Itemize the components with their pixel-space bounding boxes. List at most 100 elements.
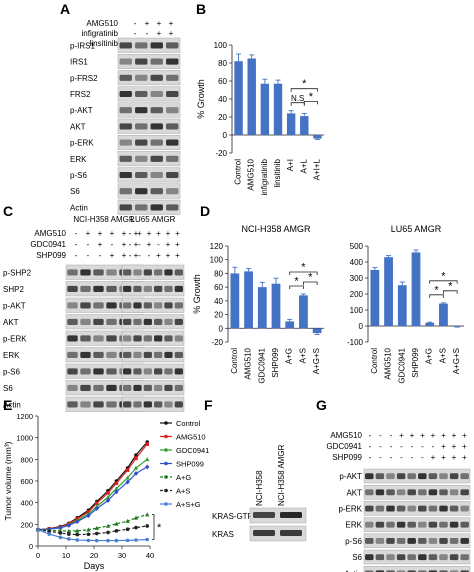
blot-strip xyxy=(117,151,181,167)
blot-row-label: p-ERK xyxy=(3,334,27,343)
blot-band xyxy=(143,335,152,342)
blot-band xyxy=(375,538,385,544)
significance-label: * xyxy=(302,78,307,90)
blot-band xyxy=(150,58,163,65)
data-point xyxy=(145,524,149,528)
condition-sign: + xyxy=(441,431,446,440)
significance-bracket xyxy=(429,294,444,298)
bar xyxy=(299,295,308,329)
condition-sign: - xyxy=(134,19,137,28)
condition-sign: - xyxy=(129,240,132,249)
blot-band xyxy=(174,335,183,342)
chart-title: LU65 AMGR xyxy=(391,224,442,234)
blot-band xyxy=(135,74,148,81)
blot-strip xyxy=(363,517,471,532)
blot-strip xyxy=(363,566,471,572)
legend-label: A+S xyxy=(176,487,190,496)
blot-band xyxy=(106,302,117,309)
blot-row-label: Actin xyxy=(70,203,88,212)
blot-band xyxy=(439,489,448,496)
blot-strip xyxy=(363,485,471,500)
condition-sign: + xyxy=(166,240,171,249)
blot-band xyxy=(93,285,104,292)
y-tick-label: -20 xyxy=(215,149,227,158)
condition-sign: + xyxy=(441,453,446,462)
blot-row-label: KRAS-GTP xyxy=(212,512,253,521)
y-tick-label: 400 xyxy=(350,258,364,267)
condition-sign: + xyxy=(134,229,139,238)
blot-band xyxy=(135,155,148,162)
y-tick-label: 500 xyxy=(350,242,364,251)
condition-sign: - xyxy=(138,240,141,249)
blot-band xyxy=(428,505,438,512)
blot-band xyxy=(280,530,302,536)
condition-sign: + xyxy=(175,251,180,260)
x-tick-label: A+L xyxy=(299,158,308,173)
x-tick-label: 10 xyxy=(62,551,70,560)
blot-strip xyxy=(363,549,471,565)
x-tick-label: AMG510 xyxy=(247,158,256,190)
blot-band xyxy=(375,505,385,512)
condition-sign: + xyxy=(410,431,415,440)
blot-band xyxy=(135,204,148,211)
y-tick-label: 20 xyxy=(214,311,223,320)
y-tick-label: 20 xyxy=(218,113,227,122)
series-line xyxy=(37,514,148,532)
blot-band xyxy=(460,538,469,544)
blot-band xyxy=(143,368,152,375)
blot-band xyxy=(428,538,438,544)
x-tick-label: Control xyxy=(230,348,239,374)
blot-band xyxy=(123,335,132,342)
blot-band xyxy=(135,171,148,179)
condition-label: GDC0941 xyxy=(30,240,66,249)
x-tick-label: SHP099 xyxy=(271,347,280,377)
blot-row-label: AKT xyxy=(70,122,86,131)
blot-band xyxy=(123,285,132,292)
blot-band xyxy=(375,554,385,561)
blot-band xyxy=(123,384,132,391)
data-point xyxy=(86,527,91,532)
legend-label: SHP099 xyxy=(176,460,204,469)
y-axis-label: % Growth xyxy=(196,79,206,119)
blot-band xyxy=(119,204,132,211)
blot-band xyxy=(123,318,132,325)
data-point xyxy=(114,489,119,495)
bar xyxy=(312,328,322,334)
blot-band xyxy=(174,368,183,375)
y-tick-label: -100 xyxy=(347,338,364,347)
data-point xyxy=(125,468,130,472)
condition-sign: - xyxy=(390,453,393,462)
blot-band xyxy=(460,505,469,512)
condition-label: AMG510 xyxy=(330,431,362,440)
condition-sign: + xyxy=(175,240,180,249)
growth-bar-chart-lu65: -100 0 100 200 300 400 500 LU65 AMGR Control AMG5… xyxy=(347,224,464,384)
condition-sign: + xyxy=(169,19,174,28)
blot-band xyxy=(164,384,173,391)
y-tick-label: 0 xyxy=(223,131,228,140)
blot-band xyxy=(93,335,104,342)
blot-band xyxy=(418,554,427,561)
blot-band xyxy=(80,384,91,391)
cell-line-label: LU65 AMGR xyxy=(131,215,176,224)
condition-label: SHP099 xyxy=(332,453,362,462)
blot-band xyxy=(375,473,385,480)
x-tick-label: 40 xyxy=(146,551,154,560)
growth-bar-chart-h358: -20 0 20 40 60 80 100 120 % Growth NCI-H358 AMGR C… xyxy=(192,224,324,384)
x-tick-label: 30 xyxy=(118,551,126,560)
blot-band xyxy=(93,318,104,325)
condition-sign: - xyxy=(390,431,393,440)
blot-strip xyxy=(117,86,181,102)
data-point xyxy=(145,457,150,462)
condition-sign: + xyxy=(147,229,152,238)
blot-band xyxy=(119,107,132,114)
blot-band xyxy=(174,269,183,276)
blot-band xyxy=(396,521,406,528)
blot-band xyxy=(119,139,132,146)
blot-band xyxy=(460,489,469,496)
data-point xyxy=(75,532,79,537)
blot-band xyxy=(418,505,427,512)
series-line xyxy=(37,466,148,531)
blot-band xyxy=(135,107,148,114)
condition-label: linsitinib xyxy=(90,39,119,48)
